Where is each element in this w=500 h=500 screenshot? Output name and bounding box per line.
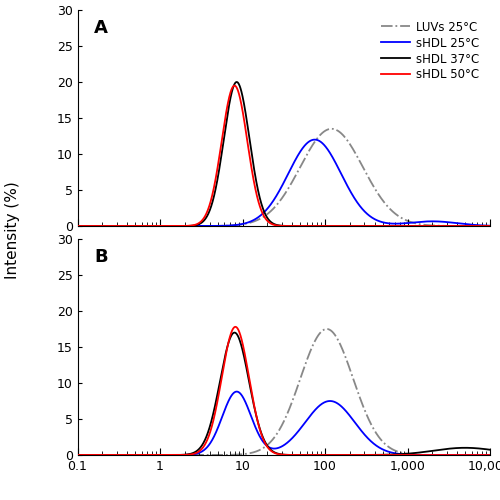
sHDL 37°C bbox=[122, 452, 128, 458]
sHDL 25°C bbox=[74, 223, 80, 229]
sHDL 25°C bbox=[234, 388, 239, 394]
sHDL 50°C bbox=[232, 324, 238, 330]
sHDL 50°C bbox=[146, 223, 152, 229]
LUVs 25°C bbox=[324, 326, 330, 332]
LUVs 25°C bbox=[479, 452, 485, 458]
sHDL 50°C bbox=[232, 82, 237, 88]
sHDL 25°C bbox=[312, 136, 318, 142]
sHDL 50°C bbox=[146, 452, 152, 458]
Text: Intensity (%): Intensity (%) bbox=[5, 181, 20, 279]
sHDL 50°C bbox=[434, 223, 440, 229]
sHDL 25°C bbox=[146, 452, 152, 458]
sHDL 37°C bbox=[122, 223, 128, 229]
sHDL 25°C bbox=[232, 388, 238, 394]
LUVs 25°C bbox=[74, 223, 80, 229]
Line: sHDL 25°C: sHDL 25°C bbox=[78, 392, 490, 455]
sHDL 25°C bbox=[487, 452, 493, 458]
sHDL 37°C bbox=[74, 452, 80, 458]
sHDL 25°C bbox=[74, 452, 80, 458]
sHDL 50°C bbox=[479, 452, 485, 458]
sHDL 50°C bbox=[74, 452, 80, 458]
Line: sHDL 50°C: sHDL 50°C bbox=[78, 86, 490, 226]
sHDL 37°C bbox=[434, 447, 440, 453]
LUVs 25°C bbox=[250, 450, 256, 456]
LUVs 25°C bbox=[232, 452, 238, 458]
sHDL 50°C bbox=[434, 452, 440, 458]
sHDL 37°C bbox=[233, 330, 239, 336]
sHDL 50°C bbox=[250, 178, 256, 184]
sHDL 25°C bbox=[434, 452, 440, 458]
sHDL 25°C bbox=[122, 223, 128, 229]
sHDL 37°C bbox=[74, 223, 80, 229]
sHDL 50°C bbox=[233, 84, 239, 89]
LUVs 25°C bbox=[328, 126, 334, 132]
sHDL 37°C bbox=[232, 330, 237, 336]
sHDL 37°C bbox=[479, 223, 485, 229]
sHDL 37°C bbox=[234, 79, 239, 85]
sHDL 25°C bbox=[232, 222, 238, 228]
LUVs 25°C bbox=[487, 452, 493, 458]
Line: LUVs 25°C: LUVs 25°C bbox=[78, 129, 490, 226]
sHDL 50°C bbox=[487, 223, 493, 229]
sHDL 25°C bbox=[250, 217, 256, 223]
sHDL 50°C bbox=[233, 324, 239, 330]
sHDL 25°C bbox=[146, 223, 152, 229]
LUVs 25°C bbox=[146, 223, 152, 229]
sHDL 25°C bbox=[479, 222, 485, 228]
LUVs 25°C bbox=[487, 223, 493, 229]
sHDL 37°C bbox=[487, 223, 493, 229]
sHDL 37°C bbox=[250, 402, 256, 407]
Line: sHDL 25°C: sHDL 25°C bbox=[78, 140, 490, 226]
sHDL 25°C bbox=[479, 452, 485, 458]
sHDL 37°C bbox=[434, 223, 440, 229]
sHDL 37°C bbox=[250, 164, 256, 170]
LUVs 25°C bbox=[232, 222, 238, 228]
sHDL 25°C bbox=[122, 452, 128, 458]
sHDL 37°C bbox=[146, 223, 152, 229]
LUVs 25°C bbox=[250, 218, 256, 224]
Line: sHDL 50°C: sHDL 50°C bbox=[78, 327, 490, 455]
LUVs 25°C bbox=[122, 452, 128, 458]
sHDL 37°C bbox=[146, 452, 152, 458]
sHDL 25°C bbox=[487, 222, 493, 228]
LUVs 25°C bbox=[434, 222, 440, 228]
sHDL 37°C bbox=[232, 80, 238, 86]
Legend: LUVs 25°C, sHDL 25°C, sHDL 37°C, sHDL 50°C: LUVs 25°C, sHDL 25°C, sHDL 37°C, sHDL 50… bbox=[376, 16, 484, 86]
Line: sHDL 37°C: sHDL 37°C bbox=[78, 332, 490, 455]
sHDL 37°C bbox=[479, 446, 485, 452]
sHDL 50°C bbox=[250, 400, 256, 406]
sHDL 50°C bbox=[122, 452, 128, 458]
Line: LUVs 25°C: LUVs 25°C bbox=[78, 329, 490, 455]
LUVs 25°C bbox=[479, 223, 485, 229]
sHDL 50°C bbox=[487, 452, 493, 458]
Text: A: A bbox=[94, 18, 108, 36]
LUVs 25°C bbox=[146, 452, 152, 458]
sHDL 50°C bbox=[74, 223, 80, 229]
sHDL 37°C bbox=[487, 446, 493, 452]
LUVs 25°C bbox=[74, 452, 80, 458]
sHDL 50°C bbox=[479, 223, 485, 229]
Text: B: B bbox=[94, 248, 108, 266]
sHDL 50°C bbox=[122, 223, 128, 229]
LUVs 25°C bbox=[434, 452, 440, 458]
LUVs 25°C bbox=[122, 223, 128, 229]
sHDL 25°C bbox=[250, 420, 256, 426]
Line: sHDL 37°C: sHDL 37°C bbox=[78, 82, 490, 226]
sHDL 25°C bbox=[434, 218, 440, 224]
